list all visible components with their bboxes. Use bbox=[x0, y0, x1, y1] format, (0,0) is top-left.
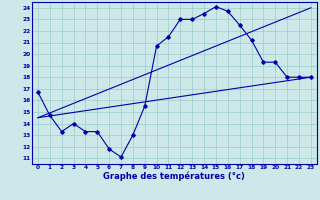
X-axis label: Graphe des températures (°c): Graphe des températures (°c) bbox=[103, 172, 245, 181]
